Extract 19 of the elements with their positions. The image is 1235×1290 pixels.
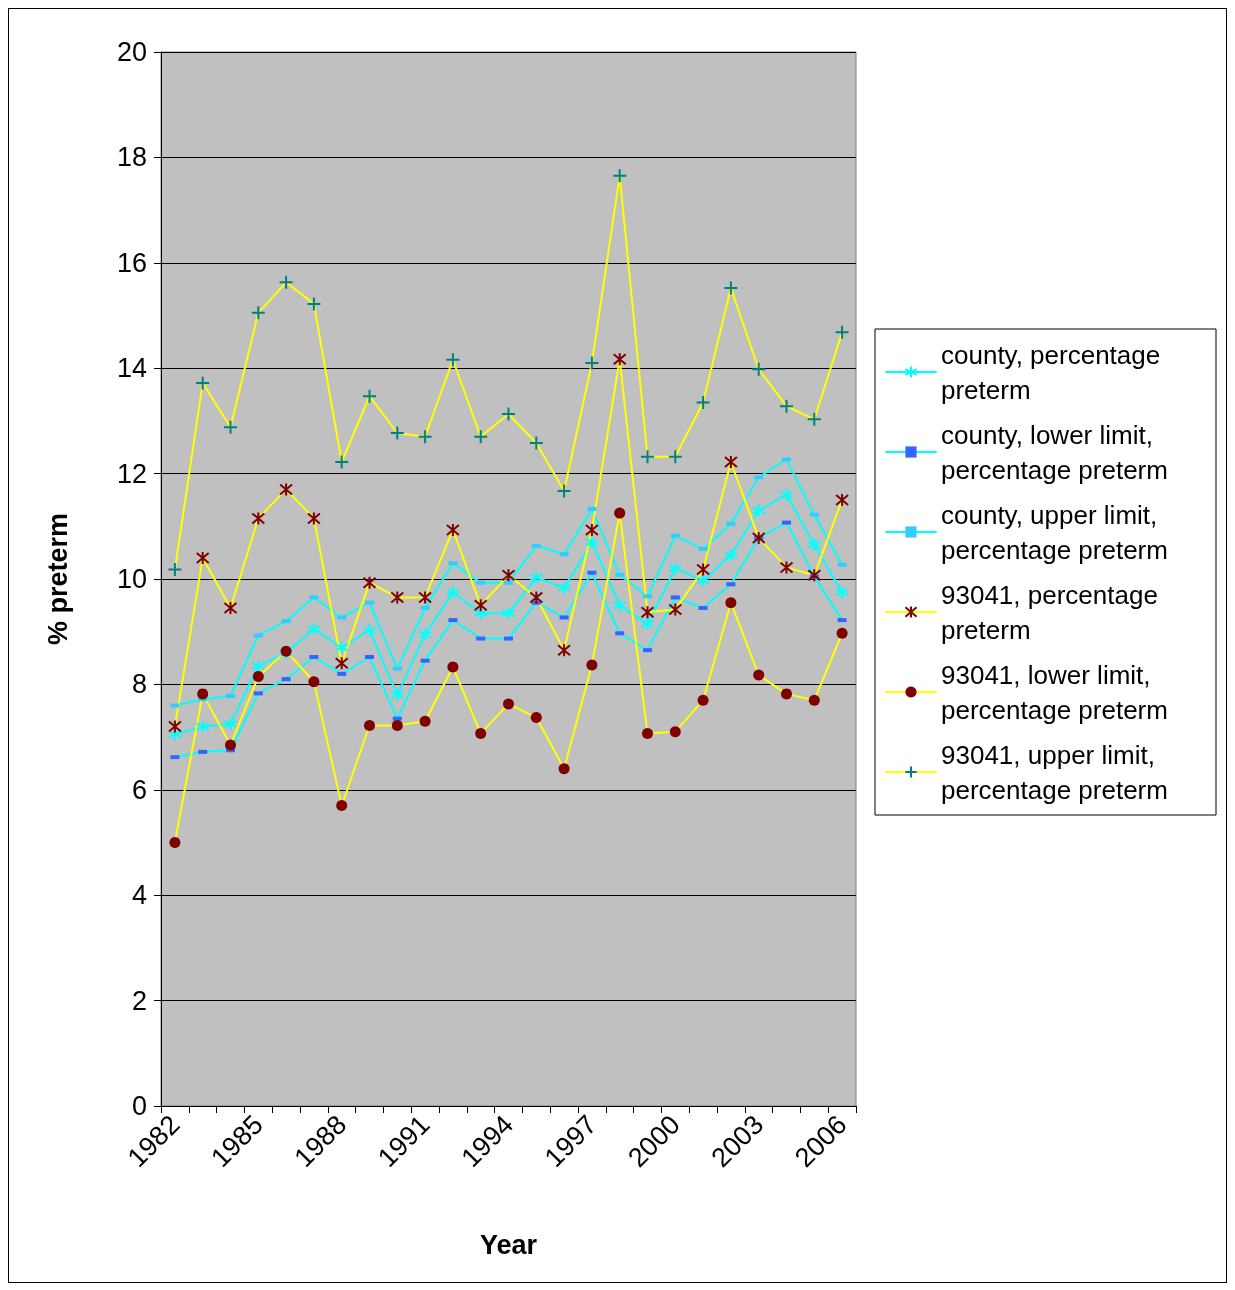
legend-label: 93041, lower limit, percentage preterm <box>941 659 1168 725</box>
legend-label: county, percentage preterm <box>941 339 1168 405</box>
y-tick-label: 8 <box>131 669 147 700</box>
y-tick-label: 12 <box>116 458 147 489</box>
legend-label: 93041, upper limit, percentage preterm <box>941 739 1168 805</box>
y-tick-label: 14 <box>116 353 147 384</box>
y-tick-label: 0 <box>131 1091 147 1121</box>
x-axis-title: Year <box>479 1229 538 1260</box>
y-tick-label: 16 <box>116 247 147 278</box>
y-tick-label: 18 <box>116 142 147 173</box>
legend-label: county, upper limit, percentage preterm <box>941 499 1168 565</box>
y-tick-label: 2 <box>131 985 147 1016</box>
legend-label: county, lower limit, percentage preterm <box>941 419 1168 485</box>
y-tick-label: 10 <box>116 564 147 594</box>
legend-label: 93041, percentage preterm <box>941 579 1166 645</box>
y-tick-label: 4 <box>131 880 147 911</box>
y-axis-title: % preterm <box>42 512 73 646</box>
y-tick-label: 20 <box>116 37 147 67</box>
y-tick-label: 6 <box>131 774 147 805</box>
